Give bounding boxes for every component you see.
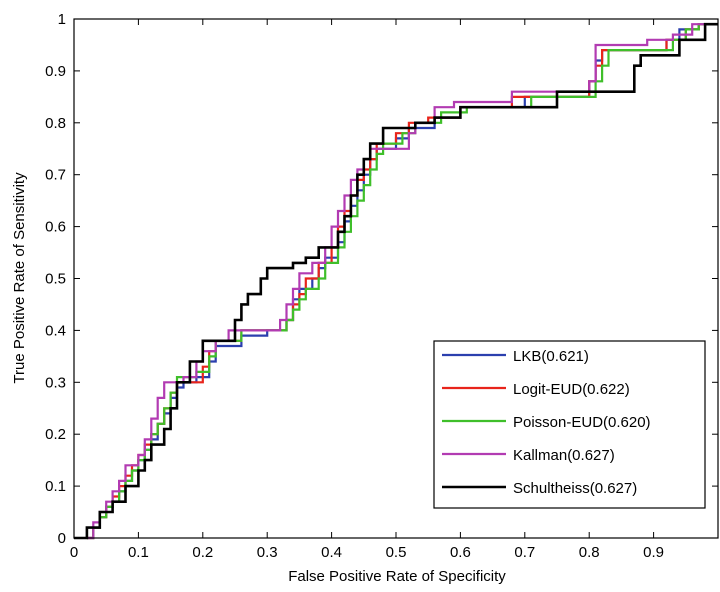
legend-label-3: Poisson-EUD(0.620)	[513, 414, 651, 431]
legend: LKB(0.621) Logit-EUD(0.622) Poisson-EUD(0.…	[433, 340, 706, 509]
x-tick-label: 0.1	[128, 544, 149, 561]
x-axis-label: False Positive Rate of Specificity	[288, 568, 506, 585]
x-tick-label: 0	[70, 544, 78, 561]
y-tick-label: 0.7	[45, 167, 66, 184]
x-tick-label: 0.7	[514, 544, 535, 561]
legend-label-5: Schultheiss(0.627)	[513, 480, 637, 497]
y-tick-label: 0.9	[45, 63, 66, 80]
legend-label-2: Logit-EUD(0.622)	[513, 381, 630, 398]
x-tick-label: 0.2	[192, 544, 213, 561]
y-tick-label: 0.2	[45, 426, 66, 443]
y-axis-label: True Positive Rate of Sensitivity	[11, 172, 28, 384]
legend-box	[433, 340, 706, 509]
y-tick-label: 1	[58, 11, 66, 28]
legend-label-1: LKB(0.621)	[513, 348, 589, 365]
y-tick-label: 0.3	[45, 374, 66, 391]
x-tick-label: 0.6	[450, 544, 471, 561]
y-tick-label: 0	[58, 530, 66, 547]
x-tick-label: 0.9	[643, 544, 664, 561]
series-line-5	[74, 22, 718, 540]
y-tick-label: 0.4	[45, 322, 66, 339]
plot-layer	[74, 22, 718, 540]
x-tick-label: 0.5	[386, 544, 407, 561]
legend-label-4: Kallman(0.627)	[513, 447, 615, 464]
x-tick-label: 0.4	[321, 544, 342, 561]
y-tick-label: 0.5	[45, 271, 66, 288]
y-tick-label: 0.6	[45, 219, 66, 236]
y-tick-label: 0.1	[45, 478, 66, 495]
series-line-4	[86, 23, 718, 540]
y-tick-label: 0.8	[45, 115, 66, 132]
x-tick-label: 0.8	[579, 544, 600, 561]
x-tick-label: 0.3	[257, 544, 278, 561]
axes-layer: 0 0.1 0.2 0.3 0.4 0.5 0.6 0.7 0.8 0.9 0 0.1 0.2 0.3 0.…	[45, 11, 719, 561]
